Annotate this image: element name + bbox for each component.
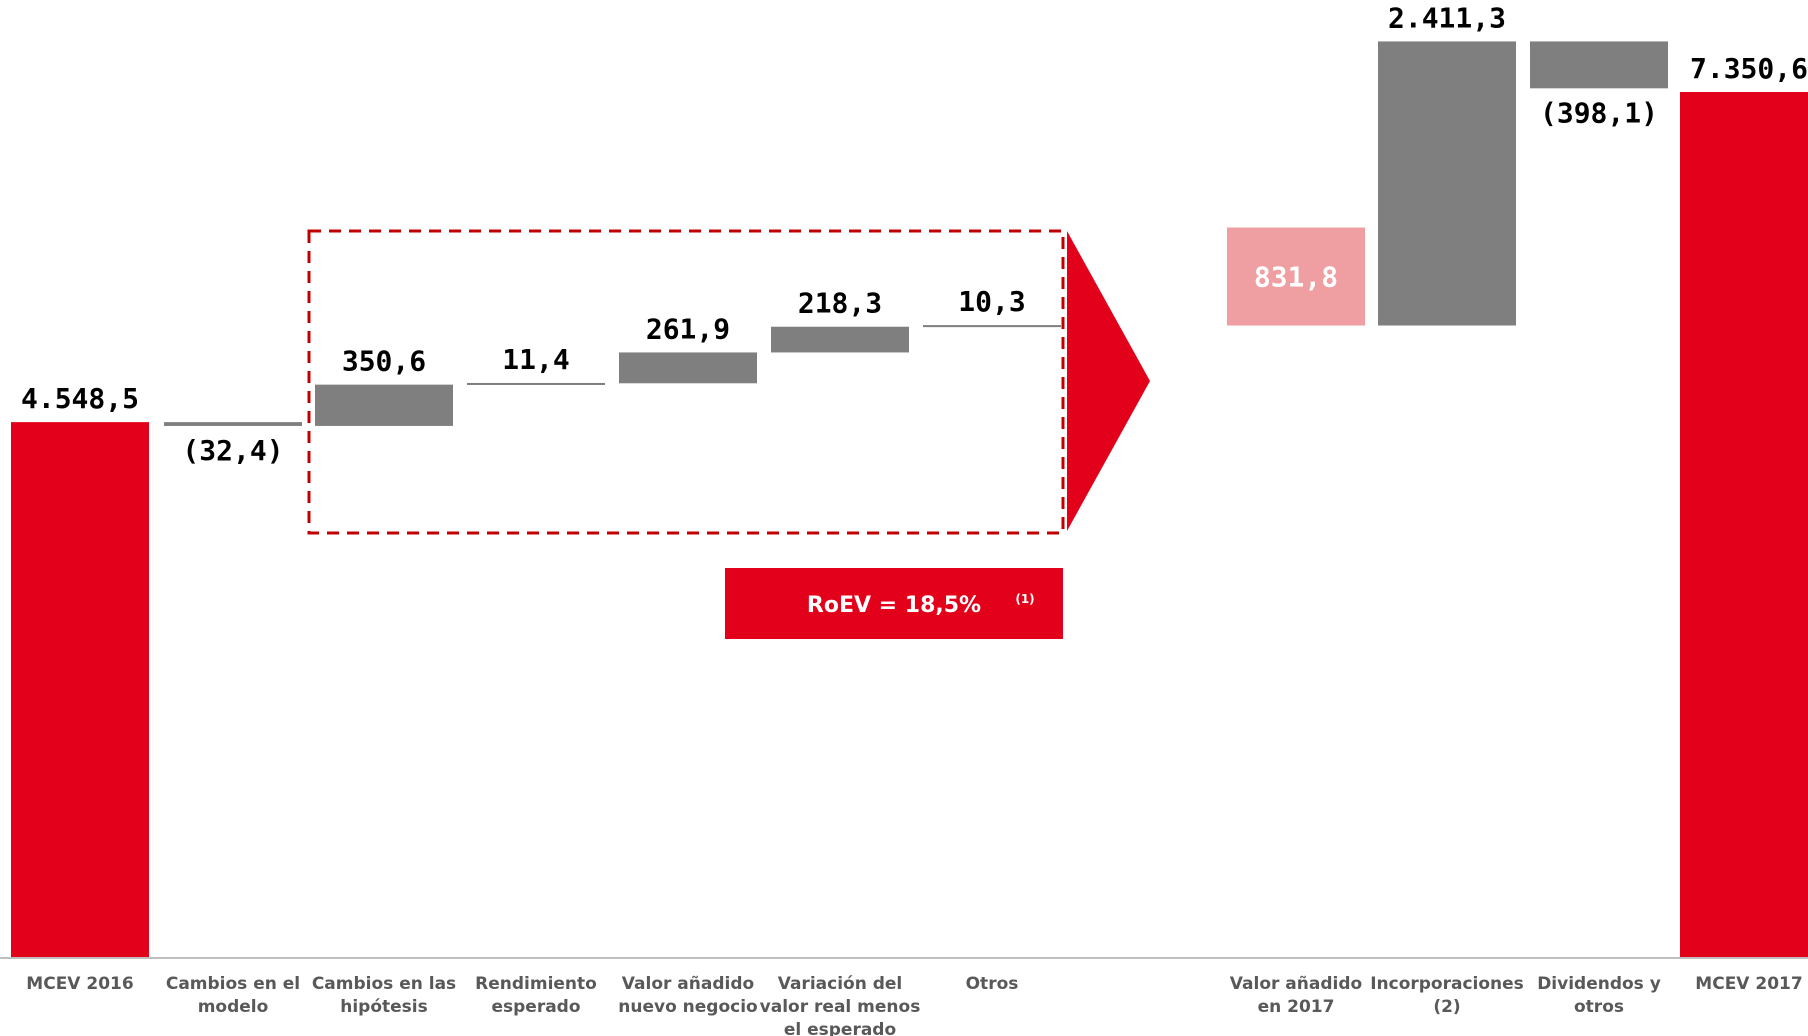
value-label-valor-nuevo-negocio: 261,9 — [646, 312, 730, 345]
value-label-cambios-hipotesis: 350,6 — [342, 345, 426, 378]
value-label-valor-2017: 831,8 — [1254, 261, 1338, 294]
category-label-variacion: Variación del valor real menos el esperado — [760, 974, 921, 1036]
bar-dividendos — [1530, 41, 1668, 89]
value-label-mcev2017: 7.350,6 — [1690, 52, 1808, 85]
category-label-valor-nuevo-negocio: Valor añadido nuevo negocio — [618, 974, 757, 1017]
value-label-rendimiento: 11,4 — [502, 343, 569, 376]
bar-valor-nuevo-negocio — [619, 352, 757, 384]
category-label-valor-2017: Valor añadido en 2017 — [1230, 974, 1362, 1017]
value-label-variacion: 218,3 — [798, 287, 882, 320]
value-label-otros: 10,3 — [958, 285, 1025, 318]
bar-variacion — [771, 326, 909, 353]
bar-mcev2017 — [1680, 92, 1808, 958]
roev-box — [725, 568, 1063, 639]
bar-valor-2017 — [1227, 227, 1365, 326]
category-label-cambios-modelo: Cambios en el modelo — [166, 974, 300, 1017]
category-label-incorporaciones: Incorporaciones (2) — [1370, 974, 1524, 1017]
value-label-cambios-modelo: (32,4) — [182, 434, 283, 467]
bar-otros — [923, 325, 1061, 328]
dashed-highlight-box — [307, 229, 1065, 535]
category-label-dividendos: Dividendos y otros — [1537, 974, 1661, 1017]
bar-cambios-hipotesis — [315, 384, 453, 426]
category-label-mcev2016: MCEV 2016 — [26, 974, 133, 994]
bar-cambios-modelo — [164, 422, 302, 426]
category-label-mcev2017: MCEV 2017 — [1695, 974, 1802, 994]
bar-incorporaciones — [1378, 41, 1516, 326]
category-label-otros: Otros — [966, 974, 1019, 994]
highlight-arrow — [1067, 231, 1150, 531]
value-label-incorporaciones: 2.411,3 — [1388, 1, 1506, 34]
roev-footnote: (1) — [1015, 592, 1034, 606]
bar-mcev2016 — [11, 422, 149, 958]
category-label-cambios-hipotesis: Cambios en las hipótesis — [312, 974, 456, 1017]
category-label-rendimiento: Rendimiento esperado — [475, 974, 597, 1017]
value-label-mcev2016: 4.548,5 — [21, 382, 139, 415]
bar-rendimiento — [467, 382, 605, 385]
chart-marks: 4.548,5 MCEV 2016 (32,4) Cambios en el model… — [11, 1, 1808, 1036]
value-label-dividendos: (398,1) — [1540, 96, 1658, 129]
roev-label: RoEV = 18,5% — [807, 593, 981, 618]
